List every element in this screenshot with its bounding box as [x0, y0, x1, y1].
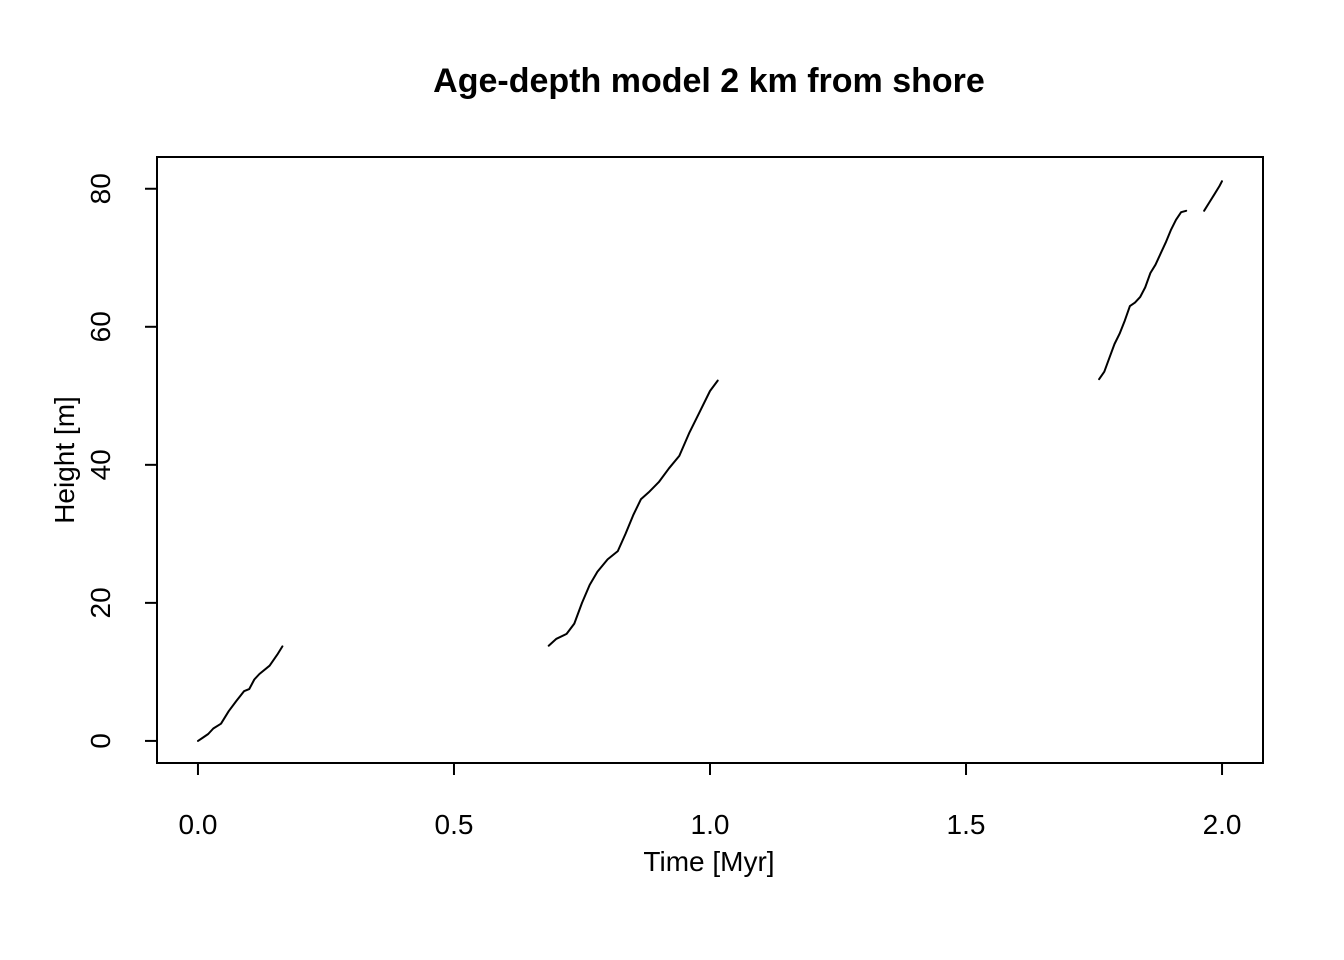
- x-axis-label: Time [Myr]: [643, 846, 774, 877]
- series-layer: [197, 180, 1223, 742]
- x-tick-label: 1.5: [947, 809, 986, 840]
- y-tick-label: 20: [85, 587, 116, 618]
- y-tick-label: 60: [85, 311, 116, 342]
- x-tick-label: 0.5: [435, 809, 474, 840]
- x-tick-label: 0.0: [178, 809, 217, 840]
- plot-frame: [156, 156, 1264, 764]
- y-axis: 0 20 40 60 80: [85, 173, 158, 749]
- y-tick-label: 80: [85, 173, 116, 204]
- y-tick-label: 40: [85, 449, 116, 480]
- series-line-4: [1203, 180, 1223, 212]
- series-line-3: [1098, 209, 1188, 381]
- x-tick-label: 1.0: [691, 809, 730, 840]
- series-line-2: [547, 379, 719, 647]
- y-tick-label: 0: [85, 733, 116, 749]
- y-axis-label: Height [m]: [49, 396, 80, 524]
- x-axis: 0.0 0.5 1.0 1.5 2.0: [178, 762, 1242, 840]
- series-line-1: [197, 645, 284, 742]
- chart-title: Age-depth model 2 km from shore: [433, 62, 985, 100]
- x-tick-label: 2.0: [1203, 809, 1242, 840]
